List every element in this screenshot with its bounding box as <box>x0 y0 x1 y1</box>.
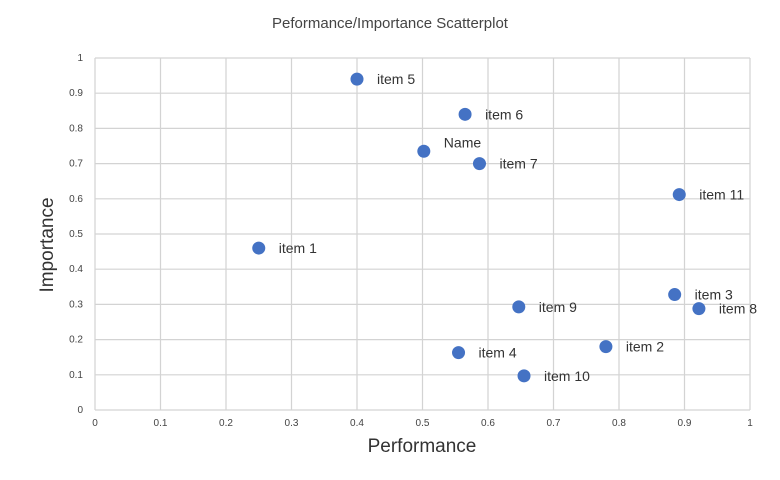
point-label: Name <box>444 134 482 150</box>
data-point[interactable] <box>458 107 472 121</box>
y-tick-label: 0 <box>77 405 83 416</box>
x-tick-label: 0.5 <box>416 418 430 429</box>
y-tick-label: 0.1 <box>69 370 83 381</box>
chart-title: Peformance/Importance Scatterplot <box>272 15 509 32</box>
y-tick-label: 1 <box>77 53 83 64</box>
data-point[interactable] <box>668 288 682 302</box>
y-tick-label: 0.5 <box>69 229 83 240</box>
x-tick-label: 0.4 <box>350 418 364 429</box>
point-label: item 11 <box>699 187 744 203</box>
data-point[interactable] <box>417 144 431 158</box>
grid <box>94 57 751 411</box>
x-tick-label: 0.8 <box>612 418 626 429</box>
point-label: item 1 <box>279 240 317 256</box>
data-point[interactable] <box>517 369 531 383</box>
data-point[interactable] <box>252 241 266 255</box>
point-label: item 2 <box>626 339 664 355</box>
y-tick-label: 0.6 <box>69 194 83 205</box>
point-label: item 7 <box>499 156 537 172</box>
y-tick-labels: 0 0.1 0.2 0.3 0.4 0.5 0.6 0.7 0.8 0.9 1 <box>69 53 83 416</box>
x-tick-label: 0.6 <box>481 418 495 429</box>
point-label: item 6 <box>485 106 523 122</box>
point-label: item 5 <box>377 71 415 87</box>
data-point[interactable] <box>350 72 364 86</box>
data-points <box>252 72 706 383</box>
y-tick-label: 0.2 <box>69 335 83 346</box>
y-tick-label: 0.4 <box>69 264 83 275</box>
y-tick-label: 0.3 <box>69 299 83 310</box>
x-tick-label: 0.2 <box>219 418 233 429</box>
x-tick-label: 0 <box>92 418 98 429</box>
point-label: item 9 <box>539 299 577 315</box>
x-tick-label: 0.9 <box>678 418 692 429</box>
data-point[interactable] <box>512 300 526 314</box>
y-axis-title: Importance <box>37 197 58 292</box>
x-axis-title: Performance <box>368 436 477 457</box>
point-label: item 10 <box>544 368 590 384</box>
data-point[interactable] <box>599 340 613 354</box>
data-point[interactable] <box>692 302 706 316</box>
x-tick-label: 0.1 <box>154 418 168 429</box>
point-label: item 4 <box>479 345 517 361</box>
point-label: item 3 <box>695 287 733 303</box>
x-tick-label: 0.3 <box>285 418 299 429</box>
data-point[interactable] <box>452 346 466 360</box>
x-tick-label: 0.7 <box>547 418 561 429</box>
x-tick-labels: 0 0.1 0.2 0.3 0.4 0.5 0.6 0.7 0.8 0.9 1 <box>92 418 753 429</box>
x-tick-label: 1 <box>747 418 753 429</box>
y-tick-label: 0.8 <box>69 123 83 134</box>
data-point[interactable] <box>672 188 686 202</box>
data-point[interactable] <box>472 157 486 171</box>
point-label: item 8 <box>719 301 757 317</box>
y-tick-label: 0.9 <box>69 88 83 99</box>
y-tick-label: 0.7 <box>69 159 83 170</box>
